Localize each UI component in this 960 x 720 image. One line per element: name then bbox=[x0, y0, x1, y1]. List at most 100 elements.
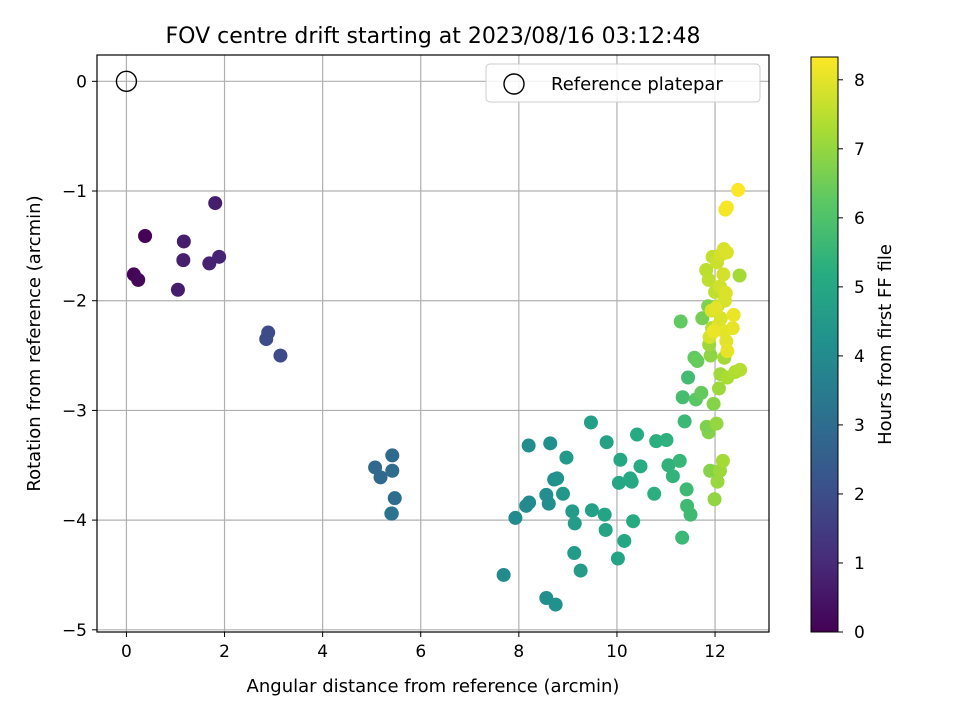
data-point bbox=[138, 228, 153, 243]
data-point bbox=[694, 385, 709, 400]
data-point bbox=[626, 514, 641, 529]
data-point bbox=[659, 433, 674, 448]
data-point bbox=[649, 434, 664, 449]
data-point bbox=[387, 491, 402, 506]
data-point bbox=[706, 324, 721, 339]
colorbar-tick-label: 0 bbox=[854, 623, 865, 643]
data-point bbox=[726, 307, 741, 322]
chart-title: FOV centre drift starting at 2023/08/16 … bbox=[166, 24, 701, 49]
colorbar-ticks: 0 1 2 3 4 5 6 7 8 bbox=[838, 71, 865, 643]
data-point bbox=[373, 470, 388, 485]
data-point bbox=[567, 546, 582, 561]
data-point bbox=[543, 436, 558, 451]
data-point bbox=[273, 348, 288, 363]
y-tick-label: −4 bbox=[62, 511, 87, 531]
colorbar-tick-label: 8 bbox=[854, 71, 865, 91]
data-point bbox=[624, 474, 639, 489]
plot-area bbox=[96, 54, 770, 633]
data-point bbox=[733, 362, 748, 377]
data-point bbox=[599, 435, 614, 450]
data-point bbox=[565, 504, 580, 519]
data-point bbox=[176, 234, 191, 249]
y-axis-label: Rotation from reference (arcmin) bbox=[24, 195, 45, 491]
data-point bbox=[170, 282, 185, 297]
data-point bbox=[202, 256, 217, 271]
colorbar-tick-label: 7 bbox=[854, 140, 865, 160]
y-tick-label: 0 bbox=[76, 72, 87, 92]
colorbar-tick-label: 3 bbox=[854, 416, 865, 436]
data-point bbox=[703, 348, 718, 363]
data-point bbox=[709, 416, 724, 431]
reference-point bbox=[115, 70, 138, 93]
data-point bbox=[647, 486, 662, 501]
x-tick-label: 8 bbox=[513, 642, 524, 662]
data-point bbox=[703, 463, 718, 478]
grid bbox=[97, 55, 769, 632]
colorbar-gradient bbox=[810, 56, 839, 633]
data-point bbox=[508, 510, 523, 525]
data-point bbox=[385, 463, 400, 478]
data-point bbox=[672, 453, 687, 468]
data-point bbox=[598, 522, 613, 537]
colorbar: 0 1 2 3 4 5 6 7 8 Hours from first FF file bbox=[810, 56, 896, 643]
data-point bbox=[573, 563, 588, 578]
x-tick-label: 6 bbox=[415, 642, 426, 662]
data-point bbox=[719, 200, 734, 215]
data-point bbox=[732, 268, 747, 283]
y-tick-label: −5 bbox=[62, 621, 87, 641]
data-point bbox=[567, 516, 582, 531]
colorbar-tick-label: 1 bbox=[854, 554, 865, 574]
data-point bbox=[720, 344, 735, 359]
data-point bbox=[385, 448, 400, 463]
data-point bbox=[617, 533, 632, 548]
x-tick-label: 2 bbox=[219, 642, 230, 662]
y-tick-label: −2 bbox=[62, 292, 87, 312]
data-point bbox=[610, 551, 625, 566]
data-point bbox=[716, 267, 731, 282]
data-point bbox=[719, 245, 734, 260]
legend-entry-reference: Reference platepar bbox=[551, 74, 723, 95]
data-point bbox=[681, 370, 696, 385]
x-axis-label: Angular distance from reference (arcmin) bbox=[247, 676, 620, 697]
data-point bbox=[731, 182, 746, 197]
data-point bbox=[259, 332, 274, 347]
data-point bbox=[677, 414, 692, 429]
y-tick-label: −1 bbox=[62, 182, 87, 202]
data-point bbox=[673, 314, 688, 329]
data-point bbox=[715, 453, 730, 468]
data-point bbox=[541, 496, 556, 511]
y-tick-label: −3 bbox=[62, 401, 87, 421]
x-tick-label: 12 bbox=[704, 642, 726, 662]
colorbar-tick-label: 6 bbox=[854, 209, 865, 229]
y-axis-ticks: 0 −1 −2 −3 −4 −5 bbox=[62, 72, 97, 641]
data-point bbox=[679, 482, 694, 497]
x-tick-label: 4 bbox=[317, 642, 328, 662]
data-point bbox=[559, 450, 574, 465]
data-point bbox=[725, 321, 740, 336]
legend-marker-reference bbox=[503, 73, 525, 95]
data-point bbox=[496, 567, 511, 582]
x-tick-label: 10 bbox=[606, 642, 628, 662]
data-point bbox=[675, 390, 690, 405]
data-point bbox=[583, 415, 598, 430]
data-point bbox=[176, 253, 191, 268]
data-point bbox=[522, 495, 537, 510]
data-point bbox=[630, 427, 645, 442]
data-point bbox=[675, 530, 690, 545]
data-point bbox=[550, 471, 565, 486]
data-point bbox=[208, 196, 223, 211]
data-point bbox=[707, 492, 722, 507]
x-tick-label: 0 bbox=[121, 642, 132, 662]
legend: Reference platepar bbox=[485, 63, 761, 103]
data-point bbox=[690, 354, 705, 369]
data-point bbox=[555, 486, 570, 501]
data-point bbox=[521, 438, 536, 453]
x-axis-ticks: 0 2 4 6 8 10 12 bbox=[121, 632, 726, 662]
data-point bbox=[695, 311, 710, 326]
data-point bbox=[131, 272, 146, 287]
data-point bbox=[611, 475, 626, 490]
legend-box bbox=[485, 63, 761, 103]
data-point bbox=[683, 507, 698, 522]
data-point bbox=[706, 396, 721, 411]
